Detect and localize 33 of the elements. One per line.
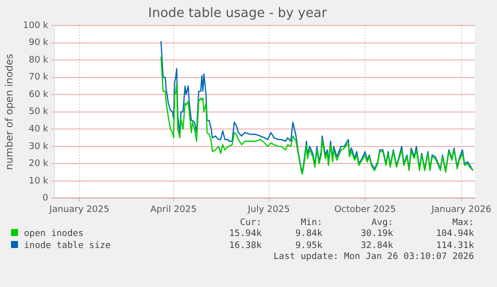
y-tick-label: 0 [42, 194, 49, 204]
text: 114.31k [435, 240, 475, 252]
text: 15.94k [228, 228, 263, 240]
text: Max: [451, 218, 475, 228]
y-tick-label: 90 k [28, 38, 50, 48]
x-tick-label: January 2025 [48, 204, 110, 215]
y-axis-title: number of open inodes [4, 54, 16, 170]
text: 9.84k [294, 228, 324, 240]
text: 9.95k [294, 240, 324, 252]
chart-title: Inode table usage - by year [148, 6, 328, 22]
text: 16.38k [228, 240, 263, 252]
text: 32.84k [360, 240, 394, 252]
x-tick-label: October 2025 [334, 204, 396, 215]
y-tick-label: 60 k [28, 90, 50, 100]
text: Cur: [238, 218, 263, 228]
text: 104.94k [435, 228, 475, 240]
y-tick-label: 80 k [28, 55, 50, 66]
x-tick-label: July 2025 [246, 204, 290, 215]
y-tick-label: 20 k [28, 159, 50, 170]
y-tick-label: 30 k [28, 142, 50, 152]
x-tick-label: January 2026 [430, 204, 492, 215]
text: Avg: [370, 218, 394, 228]
legend-label: inode table size [24, 241, 111, 251]
text: Min: [300, 218, 324, 228]
y-tick-label: 70 k [28, 72, 50, 83]
y-tick-label: 40 k [28, 124, 50, 135]
y-tick-label: 100 k [22, 20, 50, 31]
text: 30.19k [360, 228, 394, 240]
y-tick-label: 10 k [28, 176, 50, 186]
y-tick-label: 50 k [28, 107, 50, 118]
legend-label: open inodes [24, 229, 84, 239]
x-tick-label: April 2025 [150, 204, 197, 215]
text: Last update: Mon Jan 26 03:10:07 2026 [272, 252, 475, 262]
